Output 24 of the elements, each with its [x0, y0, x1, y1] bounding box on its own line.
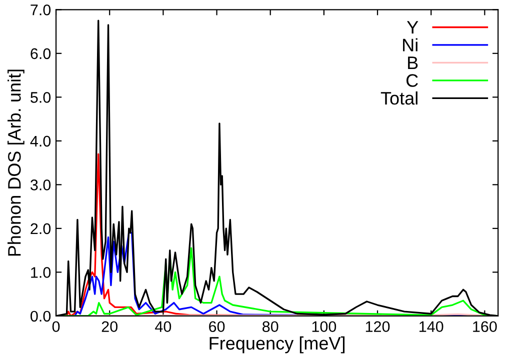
y-axis-title: Phonon DOS [Arb. unit]: [8, 70, 24, 256]
legend-label: Y: [406, 21, 418, 34]
x-tick-label: 40: [155, 321, 172, 332]
legend-label: Total: [380, 91, 418, 105]
y-tick-label: 4.0: [30, 136, 51, 147]
x-tick-label: 20: [102, 321, 118, 332]
x-axis-title: Frequency [meV]: [210, 336, 345, 354]
x-tick-label: 60: [209, 321, 225, 332]
x-tick-label: 80: [262, 321, 278, 332]
x-tick-label: 160: [473, 321, 497, 332]
y-tick-label: 2.0: [30, 223, 51, 234]
y-tick-label: 1.0: [31, 267, 51, 278]
x-tick-label: 100: [312, 321, 336, 332]
x-tick-label: 120: [366, 321, 390, 332]
y-tick-label: 0.0: [30, 310, 51, 322]
x-tick-label: 0: [52, 321, 60, 332]
y-tick-label: 5.0: [30, 92, 51, 103]
x-tick-label: 140: [420, 321, 444, 332]
legend-label: C: [406, 74, 418, 87]
legend-label: B: [408, 56, 418, 70]
legend-label: Ni: [403, 38, 418, 52]
y-tick-label: 6.0: [30, 48, 51, 60]
y-tick-label: 3.0: [30, 180, 51, 190]
y-tick-label: 7.0: [30, 4, 51, 16]
